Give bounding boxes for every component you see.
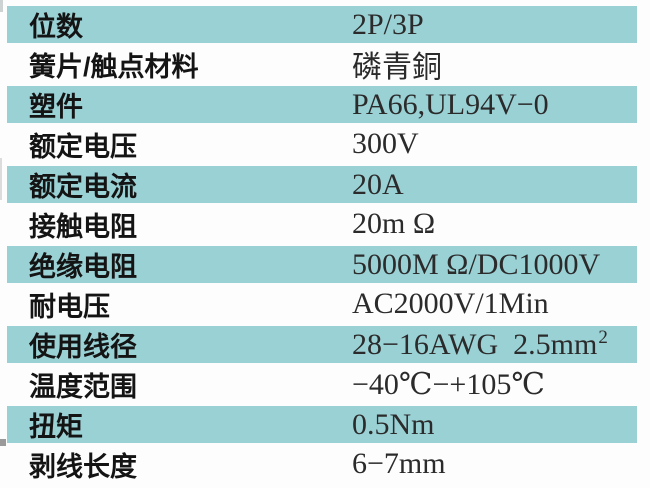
row-value-text: 6−7mm [352, 447, 446, 480]
row-value-text: −40℃−+105℃ [352, 367, 545, 401]
row-value-text: 20m Ω [352, 207, 436, 240]
row-label: 额定电压 [29, 131, 137, 162]
row-label: 使用线径 [29, 332, 137, 362]
table-row: 塑件 PA66,UL94V−0 [7, 84, 637, 124]
row-label: 额定电流 [29, 172, 137, 202]
row-value-text: 20A [352, 167, 404, 201]
table-row: 簧片/触点材料 磷青銅 [7, 44, 637, 84]
scan-artifact [0, 0, 3, 12]
row-value: 0.5Nm [352, 408, 637, 442]
row-value-text: 2P/3P [352, 7, 424, 41]
row-label: 剥线长度 [29, 451, 137, 482]
row-value: 2P/3P [352, 8, 637, 42]
row-value-text: 0.5Nm [352, 407, 435, 441]
row-label: 耐电压 [29, 291, 110, 322]
row-value: 6−7mm [352, 447, 637, 481]
table-row: 扭矩 0.5Nm [7, 404, 637, 444]
table-row: 耐电压 AC2000V/1Min [7, 284, 637, 324]
table-row: 使用线径 28−16AWG 2.5mm2 [7, 324, 637, 364]
row-value-superscript: 2 [598, 326, 608, 348]
row-value: AC2000V/1Min [352, 287, 637, 321]
table-row: 额定电流 20A [7, 164, 637, 204]
row-value: 300V [352, 127, 637, 161]
row-label: 温度范围 [29, 371, 137, 402]
table-row: 温度范围 −40℃−+105℃ [7, 364, 637, 404]
row-value: 20A [352, 168, 637, 202]
table-row: 位数 2P/3P [7, 4, 637, 44]
scan-artifact [0, 439, 6, 446]
table-row: 剥线长度 6−7mm [7, 444, 637, 484]
row-value-text: 5000M Ω/DC1000V [352, 247, 601, 281]
row-label: 绝缘电阻 [29, 252, 137, 282]
scan-artifact [0, 158, 2, 200]
row-value-text: 28−16AWG 2.5mm [352, 327, 598, 361]
row-value: 磷青銅 [352, 42, 637, 86]
row-value-text: AC2000V/1Min [352, 287, 549, 320]
row-value: PA66,UL94V−0 [352, 88, 637, 122]
table-row: 额定电压 300V [7, 124, 637, 164]
row-value: 5000M Ω/DC1000V [352, 248, 637, 282]
row-value-text: 300V [352, 127, 419, 160]
spec-table: 位数 2P/3P 簧片/触点材料 磷青銅 塑件 PA66,UL94V−0 额定电… [7, 4, 637, 484]
row-value: 28−16AWG 2.5mm2 [352, 326, 637, 362]
row-value: −40℃−+105℃ [352, 367, 637, 402]
table-row: 绝缘电阻 5000M Ω/DC1000V [7, 244, 637, 284]
row-value-text: 磷青銅 [352, 51, 442, 84]
row-label: 位数 [29, 12, 83, 42]
row-label: 扭矩 [29, 412, 83, 442]
row-label: 接触电阻 [29, 211, 137, 242]
table-row: 接触电阻 20m Ω [7, 204, 637, 244]
row-value: 20m Ω [352, 207, 637, 241]
row-label: 簧片/触点材料 [29, 51, 199, 82]
row-label: 塑件 [29, 92, 83, 122]
row-value-text: PA66,UL94V−0 [352, 87, 549, 121]
